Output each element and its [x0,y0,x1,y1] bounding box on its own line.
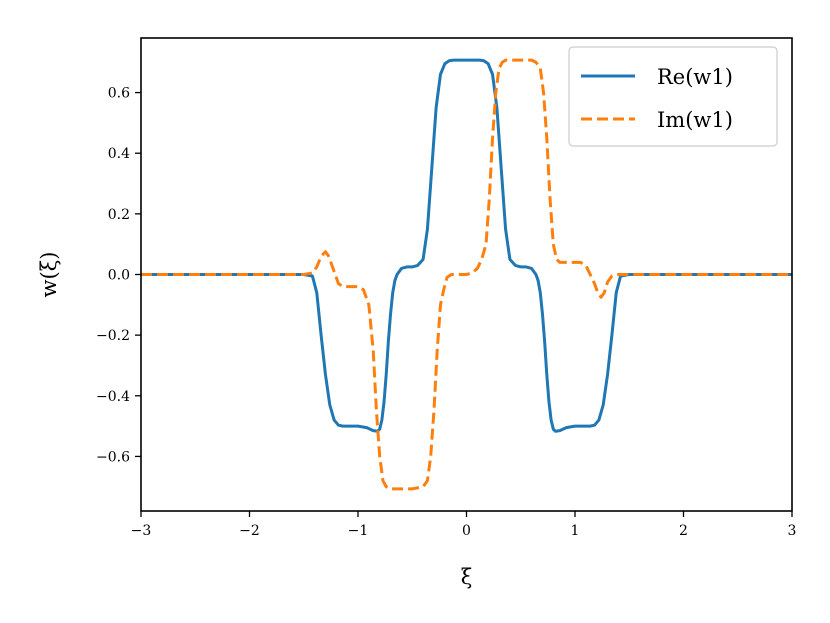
x-tick-label: −3 [131,523,152,539]
y-tick-label: −0.6 [96,449,130,465]
legend-label-re-w1: Re(w1) [657,65,733,89]
x-tick-label: −1 [348,523,369,539]
series-line-im-w1 [141,58,792,491]
y-tick-label: 0.6 [108,86,130,102]
x-tick-label: 3 [788,523,797,539]
axes: −3 −2 −1 0 1 2 3 −0.6 −0.4 −0.2 0.0 0.2 0.4 0.6 ξ w(ξ) [37,37,797,589]
y-axis-label: w(ξ) [37,252,61,298]
x-axis-label: ξ [461,565,473,589]
y-tick-label: 0.2 [108,207,130,223]
x-tick-label: 0 [462,523,471,539]
y-tick-label: −0.4 [96,389,130,405]
x-tick-label: 2 [679,523,688,539]
legend: Re(w1) Im(w1) [568,46,778,147]
legend-box [568,46,778,147]
x-tick-label: 1 [571,523,580,539]
x-tick-label: −2 [239,523,260,539]
legend-label-im-w1: Im(w1) [657,108,733,132]
series-line-re-w1 [141,58,792,433]
y-tick-label: −0.2 [96,328,130,344]
y-tick-label: 0.0 [108,268,130,284]
plot-area [141,58,792,491]
y-tick-label: 0.4 [108,146,130,162]
